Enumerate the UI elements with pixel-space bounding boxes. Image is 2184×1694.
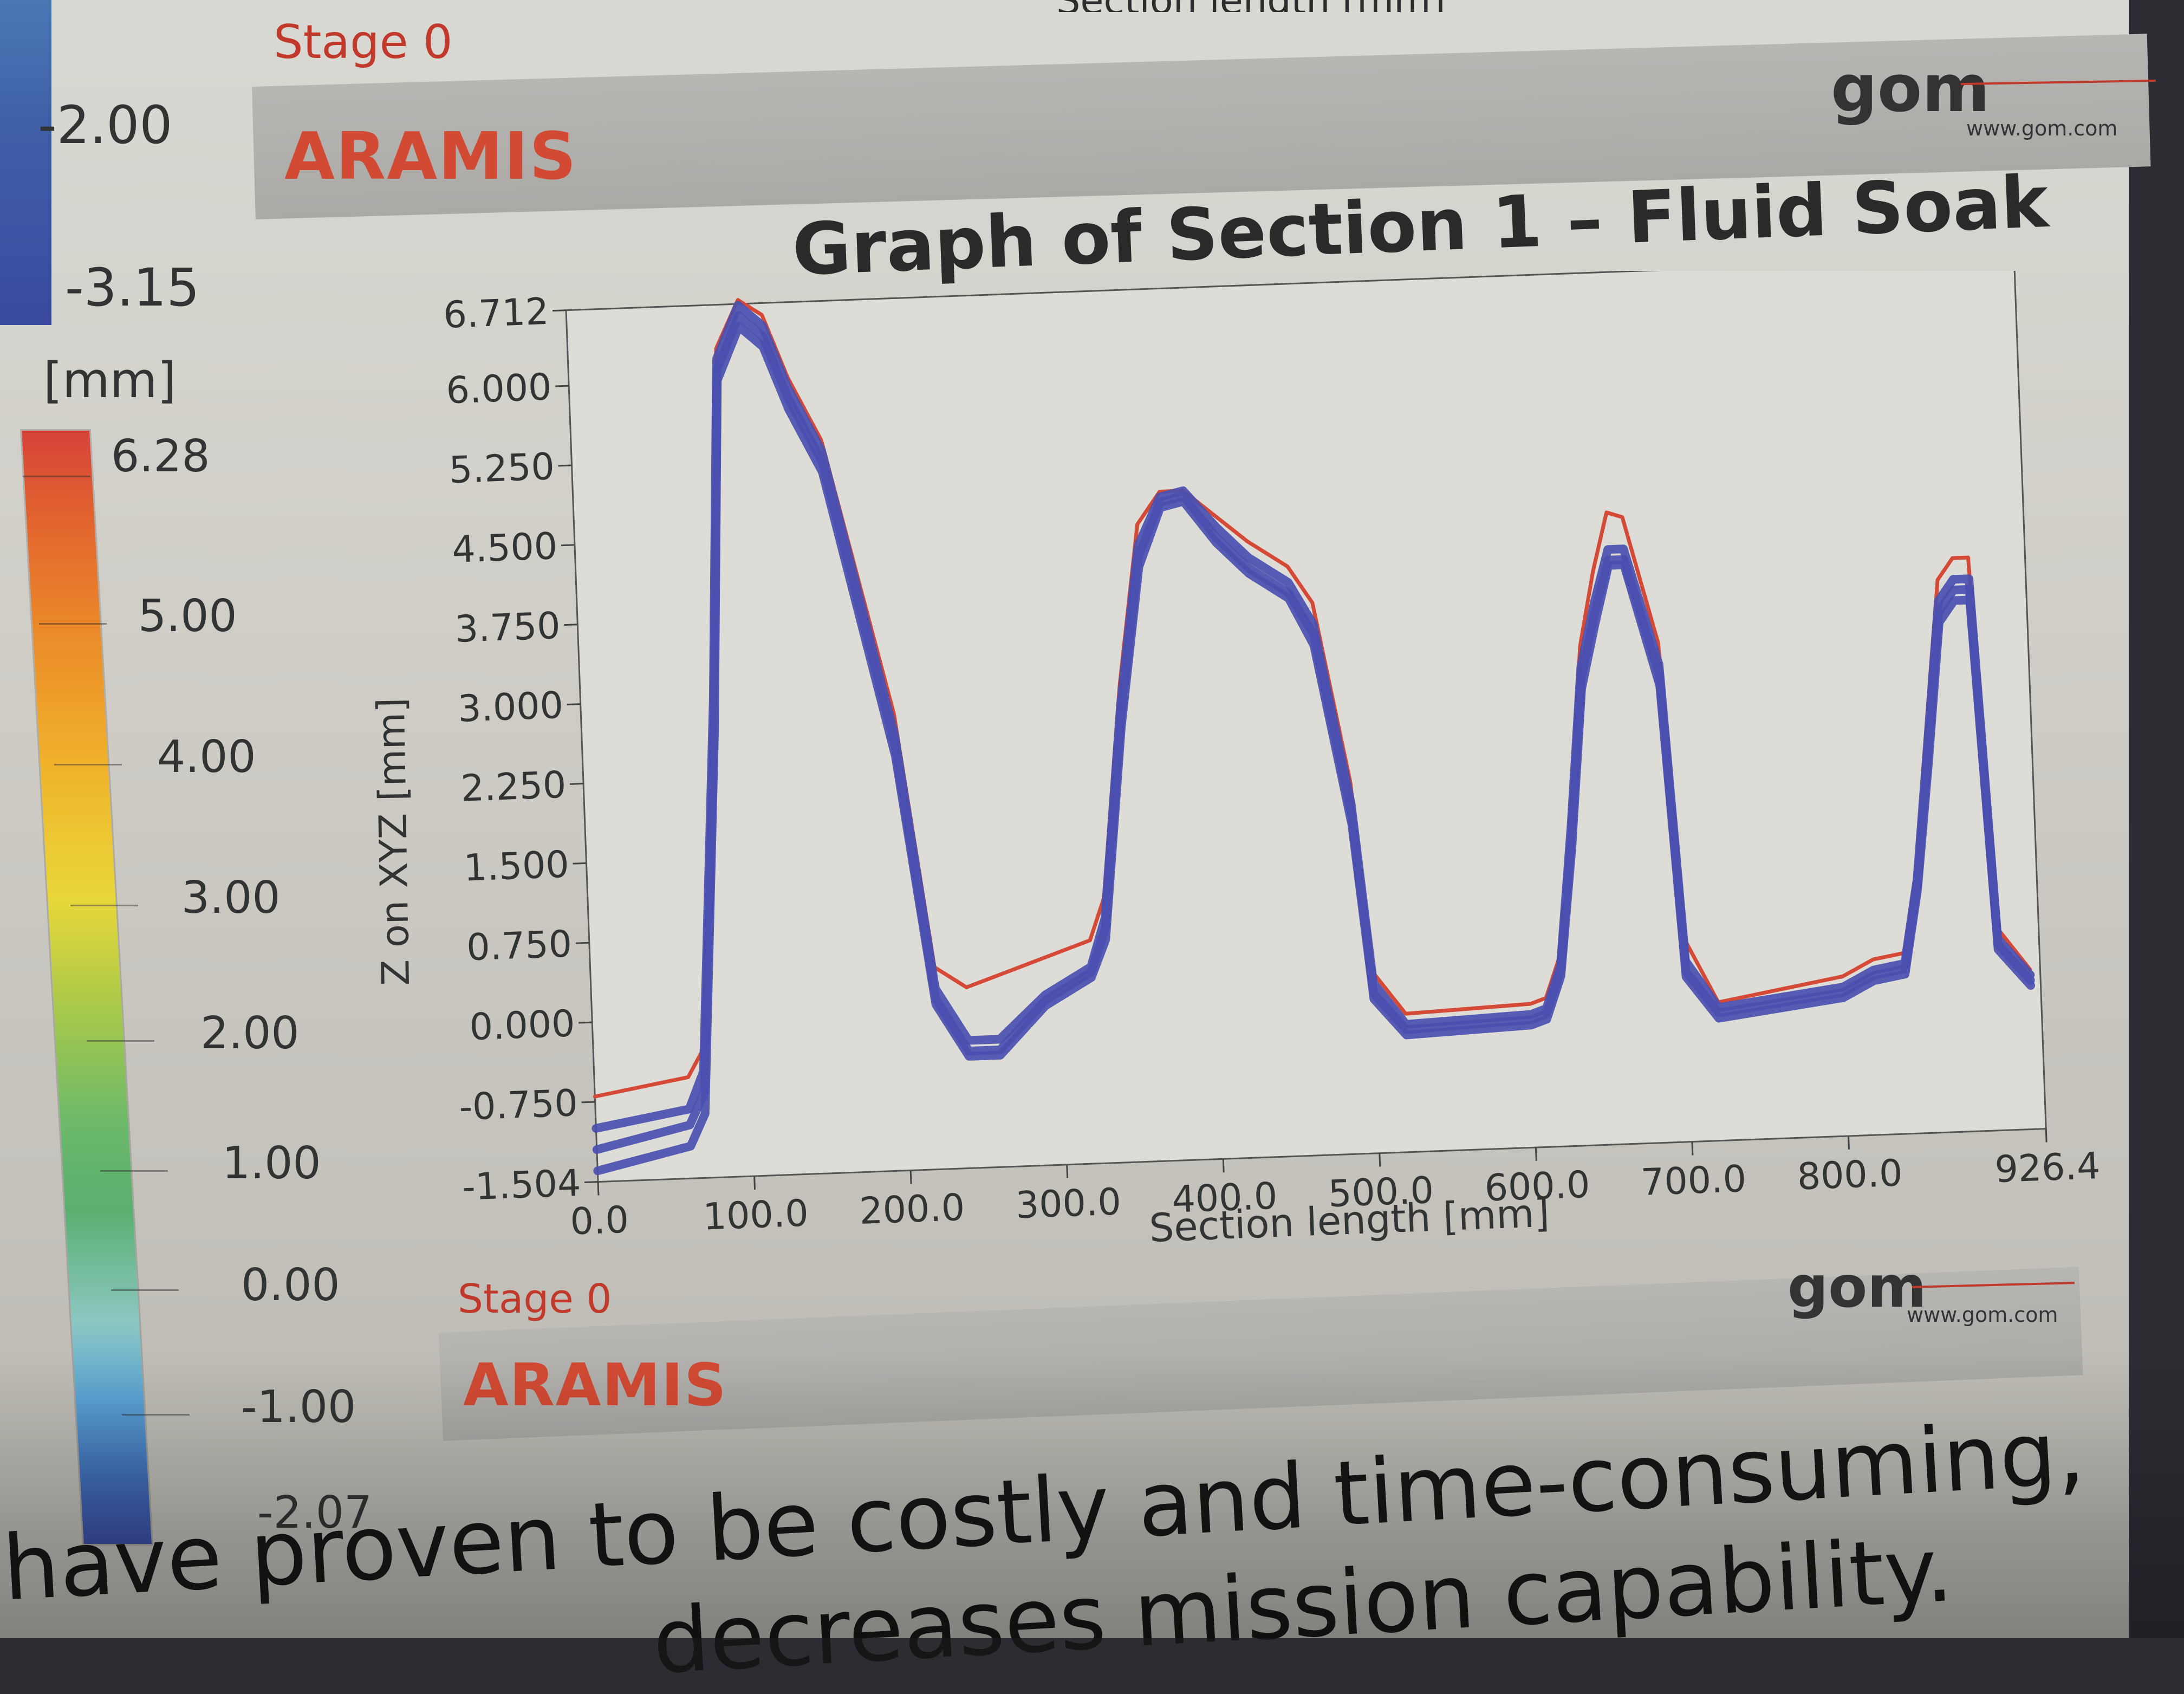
x-tick-mark	[1691, 1141, 1694, 1156]
legend-tick: 6.28	[111, 431, 210, 482]
legend-unit: [mm]	[43, 352, 177, 409]
y-tick-label: 1.500	[463, 843, 570, 890]
y-tick-mark	[570, 782, 584, 785]
legend-tick: 1.00	[222, 1138, 321, 1189]
x-tick-label: 600.0	[1484, 1164, 1590, 1210]
plot-area	[565, 271, 2047, 1183]
legend-tick: 5.00	[138, 590, 237, 642]
legend-separator	[39, 623, 107, 625]
x-tick-label: 400.0	[1171, 1175, 1278, 1222]
x-tick-label: 100.0	[703, 1192, 809, 1238]
y-tick-label: 6.000	[445, 366, 552, 412]
top-cut-label: Section length [mm]	[1056, 0, 1544, 12]
y-tick-mark	[578, 1021, 593, 1024]
line-chart: 6.712 6.000 5.250 4.500 3.750 3.000 2.250 1.500…	[443, 271, 2101, 1244]
y-tick-mark	[573, 862, 587, 865]
stage-label: Stage 0	[458, 1276, 612, 1322]
legend-separator	[122, 1414, 190, 1416]
x-tick-label: 300.0	[1015, 1180, 1122, 1227]
y-tick-label: 3.750	[454, 605, 561, 651]
legend-separator	[111, 1289, 179, 1291]
x-tick-label: 700.0	[1640, 1158, 1747, 1204]
gom-url: www.gom.com	[1907, 1303, 2058, 1327]
x-tick-label: 800.0	[1796, 1152, 1903, 1198]
y-tick-label: -0.750	[458, 1082, 578, 1129]
x-tick-mark	[597, 1182, 600, 1196]
x-tick-mark	[1066, 1164, 1069, 1178]
y-tick-mark	[567, 703, 581, 706]
previous-scale-tick: -2.00	[38, 95, 173, 155]
previous-scale-tick: -3.15	[65, 257, 200, 318]
y-tick-mark	[584, 1181, 599, 1184]
legend-tick: 4.00	[157, 731, 256, 783]
x-tick-label: 926.4	[1994, 1145, 2101, 1191]
y-tick-label: 0.750	[466, 923, 573, 969]
y-tick-mark	[552, 309, 567, 312]
legend-separator	[70, 905, 138, 906]
stage-label: Stage 0	[274, 15, 453, 69]
y-tick-label: 3.000	[457, 684, 564, 731]
series-line	[593, 322, 2036, 1176]
x-tick-label: 0.0	[569, 1199, 629, 1244]
y-tick-mark	[558, 464, 572, 467]
legend-tick: 0.00	[241, 1260, 340, 1311]
legend-separator	[100, 1170, 168, 1172]
y-tick-label: -1.504	[461, 1162, 582, 1209]
x-tick-label: 500.0	[1328, 1169, 1434, 1216]
y-tick-label: 5.250	[448, 445, 555, 492]
gom-logo: gom	[1831, 51, 1990, 127]
aramis-title: ARAMIS	[284, 119, 577, 194]
y-tick-label: 0.000	[469, 1002, 575, 1049]
y-axis-label: Z on XYZ [mm]	[368, 697, 418, 986]
legend-tick: -2.07	[257, 1487, 373, 1539]
gom-logo: gom	[1787, 1254, 1927, 1320]
gom-url: www.gom.com	[1966, 116, 2118, 140]
x-tick-mark	[1222, 1159, 1225, 1173]
y-tick-label: 4.500	[451, 525, 558, 572]
x-tick-label: 200.0	[859, 1186, 965, 1233]
legend-separator	[23, 476, 90, 477]
aramis-title: ARAMIS	[463, 1352, 727, 1419]
legend-tick: 2.00	[200, 1008, 300, 1059]
y-tick-mark	[561, 544, 575, 547]
legend-separator	[54, 764, 122, 765]
y-tick-label: 6.712	[443, 290, 549, 337]
legend-separator	[87, 1040, 154, 1042]
y-tick-label: 2.250	[460, 764, 567, 810]
legend-tick: 3.00	[181, 872, 281, 924]
previous-color-scale	[0, 0, 51, 325]
legend-tick: -1.00	[241, 1381, 356, 1433]
